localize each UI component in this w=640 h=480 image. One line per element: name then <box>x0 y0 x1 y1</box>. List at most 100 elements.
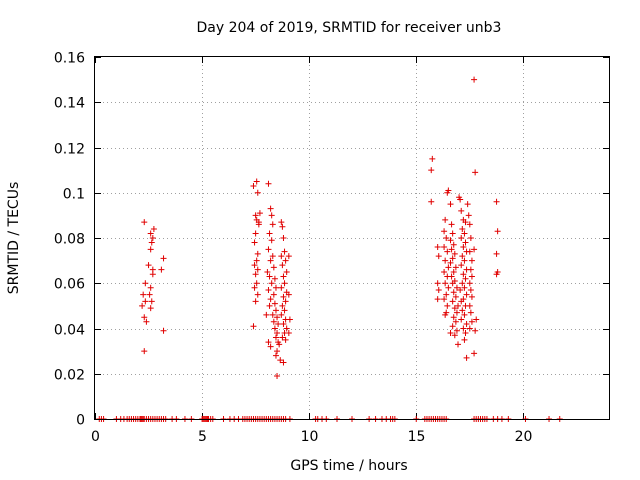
y-tick-label: 0.16 <box>54 51 85 67</box>
data-point <box>444 248 451 255</box>
data-point <box>255 219 262 226</box>
data-point <box>267 343 274 350</box>
y-tick-label: 0.12 <box>54 142 85 158</box>
data-point <box>444 302 451 309</box>
data-point <box>452 293 459 300</box>
data-point <box>466 325 473 332</box>
data-point <box>461 257 468 264</box>
data-point <box>443 291 450 298</box>
data-points <box>96 76 563 422</box>
data-point <box>471 76 478 83</box>
data-point <box>281 280 288 287</box>
data-point <box>445 187 452 194</box>
data-point <box>459 307 466 314</box>
y-tick-label: 0.06 <box>54 277 85 293</box>
data-point <box>466 302 473 309</box>
y-tick-label: 0.02 <box>54 368 85 384</box>
data-point <box>279 334 286 341</box>
data-point <box>461 336 468 343</box>
data-point <box>428 167 435 174</box>
data-point <box>459 280 466 287</box>
data-point <box>274 373 281 380</box>
data-point <box>275 320 282 327</box>
data-point <box>448 221 455 228</box>
data-point <box>457 287 464 294</box>
data-point <box>462 239 469 246</box>
data-point <box>453 284 460 291</box>
data-point <box>272 307 279 314</box>
x-tick-label: 15 <box>408 429 426 445</box>
data-point <box>272 284 279 291</box>
data-point <box>277 357 284 364</box>
data-point <box>466 221 473 228</box>
data-point <box>451 250 458 257</box>
data-point <box>270 291 277 298</box>
data-point <box>463 291 470 298</box>
data-point <box>147 230 154 237</box>
data-point <box>466 280 473 287</box>
data-point <box>435 287 442 294</box>
data-point <box>468 273 475 280</box>
data-point <box>279 223 286 230</box>
data-point <box>267 257 274 264</box>
data-point <box>281 248 288 255</box>
data-point <box>286 316 293 323</box>
data-point <box>458 262 465 269</box>
x-tick-label: 5 <box>198 429 207 445</box>
y-tick-label: 0 <box>76 413 85 429</box>
axis-ticks <box>95 57 609 420</box>
data-point <box>149 271 156 278</box>
data-point <box>279 302 286 309</box>
data-point <box>280 359 287 366</box>
data-point <box>269 221 276 228</box>
data-point <box>448 246 455 253</box>
data-point <box>434 280 441 287</box>
data-point <box>445 284 452 291</box>
x-tick-label: 10 <box>301 429 319 445</box>
data-point <box>266 302 273 309</box>
data-point <box>250 182 257 189</box>
data-point <box>473 316 480 323</box>
tick-labels: 0 0.02 0.04 0.06 0.08 0.1 0.12 0.14 0.16 0 5 10 15 20 <box>54 51 533 446</box>
data-point <box>455 341 462 348</box>
data-point <box>145 262 152 269</box>
data-point <box>274 348 281 355</box>
data-point <box>278 284 285 291</box>
data-point <box>468 318 475 325</box>
data-point <box>449 298 456 305</box>
x-tick-label: 20 <box>515 429 533 445</box>
data-point <box>450 314 457 321</box>
data-point <box>467 287 474 294</box>
data-point <box>448 273 455 280</box>
data-point <box>253 178 260 185</box>
data-point <box>280 273 287 280</box>
data-point <box>251 239 258 246</box>
data-point <box>276 341 283 348</box>
data-point <box>467 309 474 316</box>
data-point <box>452 318 459 325</box>
data-point <box>463 354 470 361</box>
data-point <box>267 296 274 303</box>
data-point <box>264 268 271 275</box>
data-point <box>467 266 474 273</box>
data-point <box>254 189 261 196</box>
plot-frame <box>94 56 610 420</box>
data-point <box>252 212 259 219</box>
data-point <box>268 237 275 244</box>
data-point <box>441 296 448 303</box>
data-point <box>494 228 501 235</box>
data-point <box>268 280 275 287</box>
data-point <box>251 284 258 291</box>
data-point <box>266 230 273 237</box>
data-point <box>458 298 465 305</box>
data-point <box>254 266 261 273</box>
data-point <box>443 235 450 241</box>
data-point <box>462 330 469 337</box>
data-point <box>150 225 157 232</box>
data-point <box>265 246 272 253</box>
data-point <box>143 318 150 325</box>
data-point <box>256 210 263 217</box>
data-point <box>149 235 156 241</box>
data-point <box>453 309 460 316</box>
